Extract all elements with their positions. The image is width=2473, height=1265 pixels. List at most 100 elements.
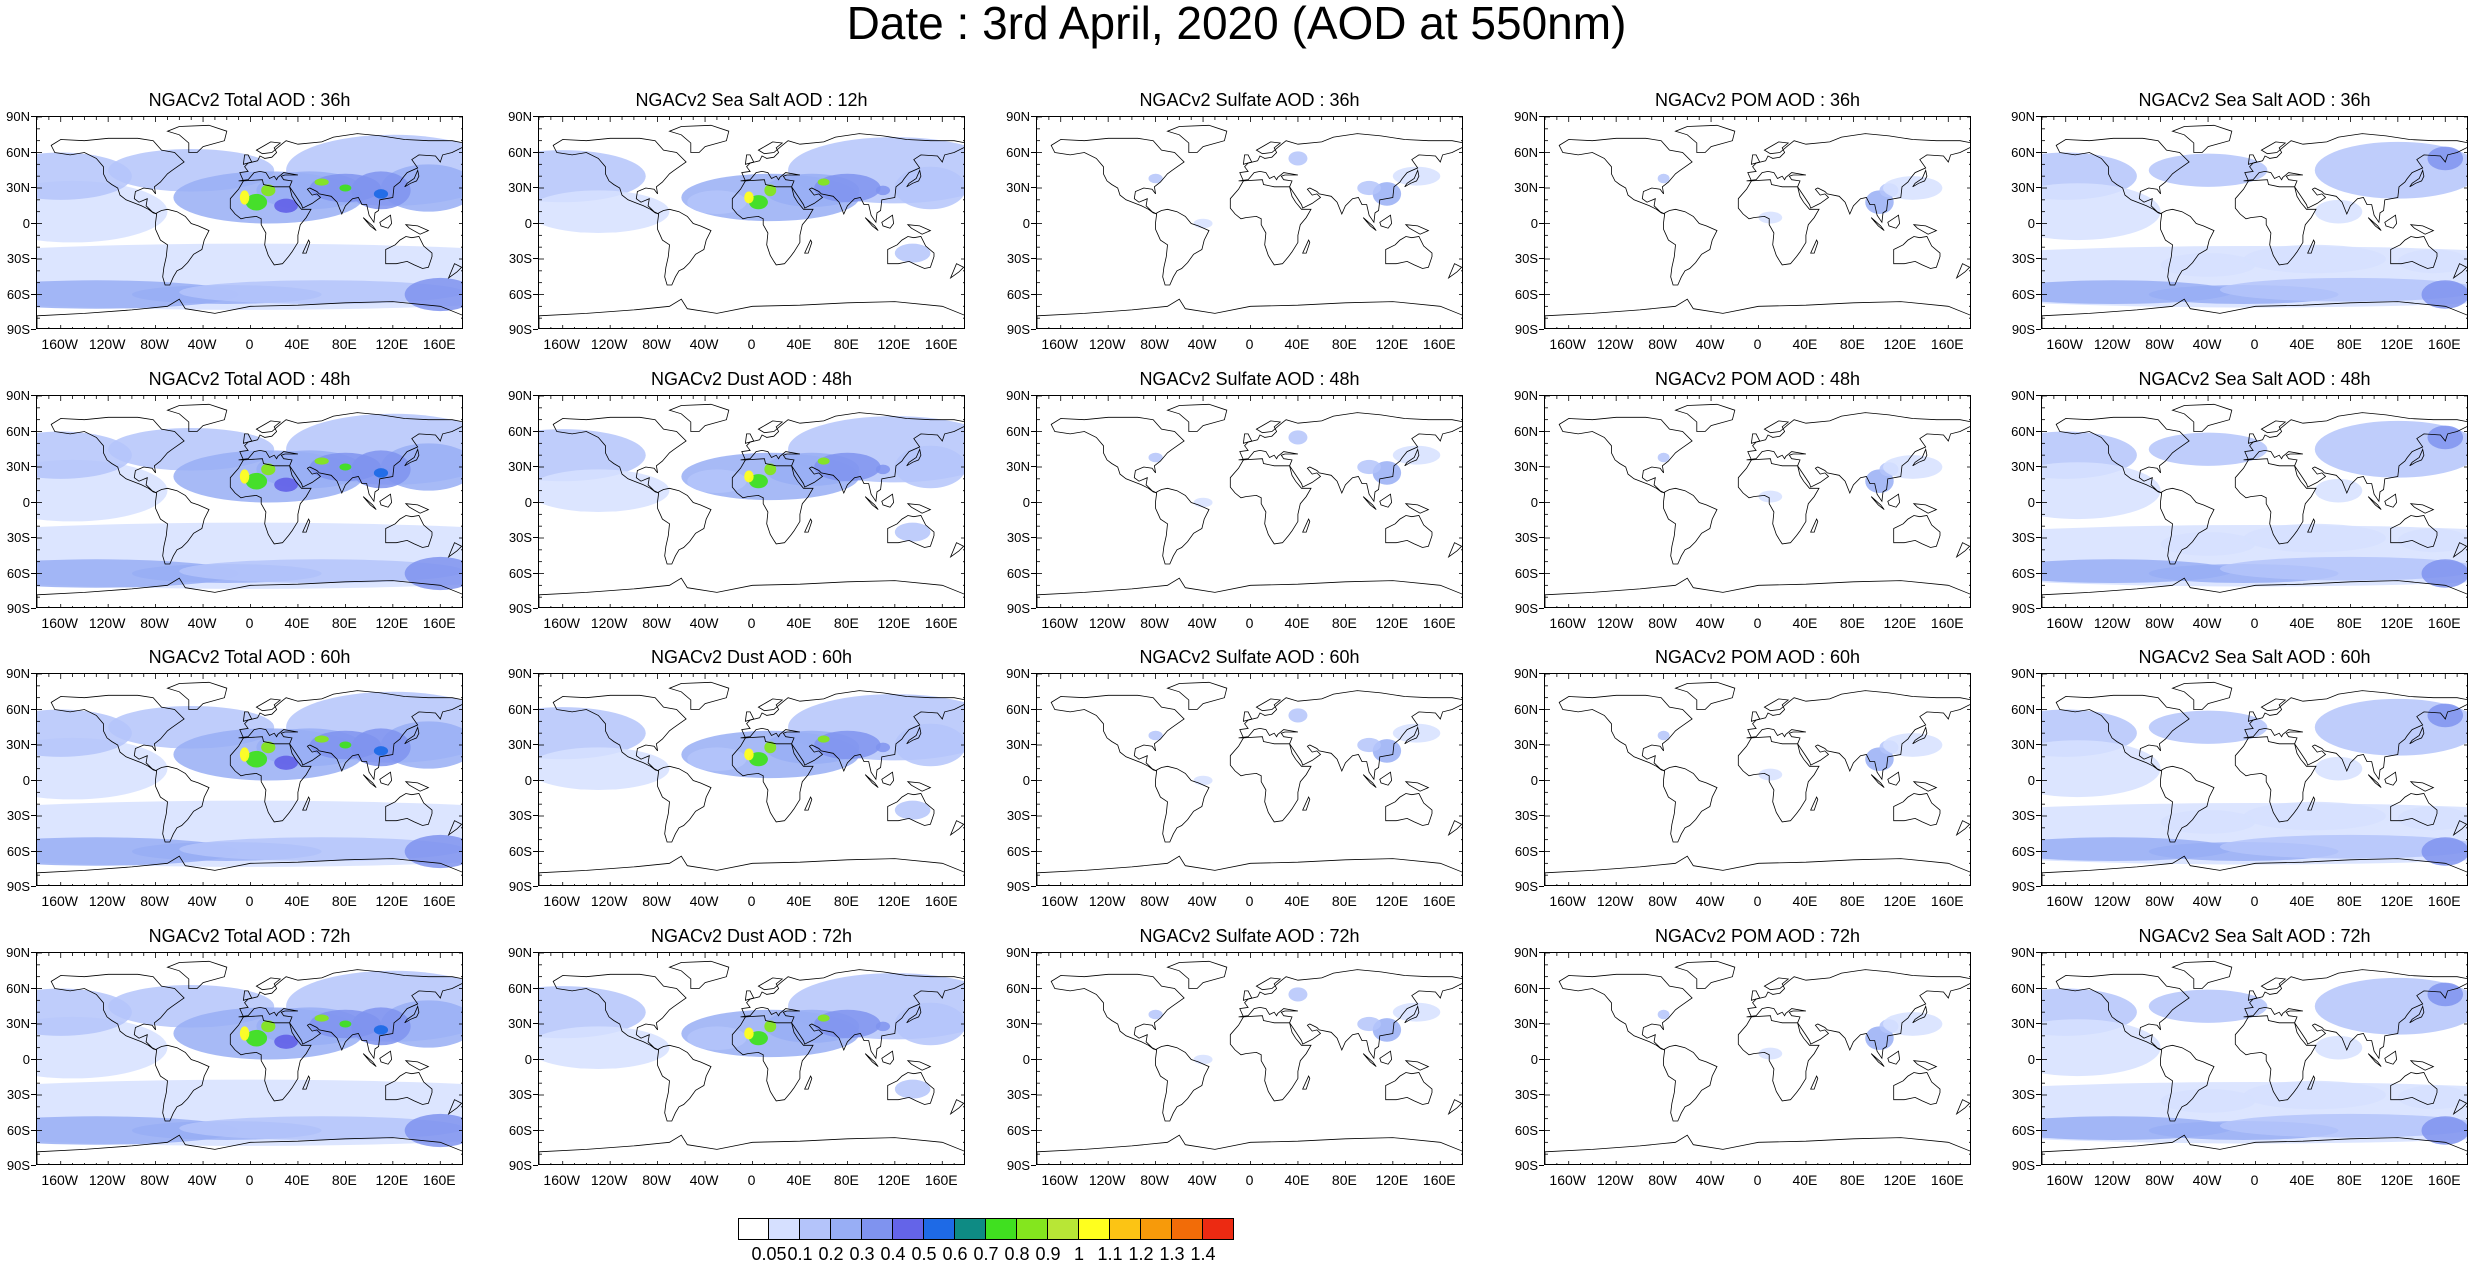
- aod-contour: [539, 1026, 670, 1069]
- coastline: [1955, 542, 1970, 559]
- longitude-label: 40W: [187, 1172, 217, 1188]
- aod-contour: [875, 742, 891, 753]
- latitude-label: 0: [22, 215, 30, 231]
- panel-title: NGACv2 Dust AOD : 48h: [650, 369, 853, 389]
- aod-contour: [539, 707, 646, 760]
- latitude-tick: [533, 258, 538, 260]
- coastline: [906, 168, 922, 188]
- latitude-tick: [1031, 430, 1036, 432]
- aod-contour: [744, 470, 754, 483]
- latitude-tick: [1031, 779, 1036, 781]
- longitude-label: 160W: [41, 615, 78, 631]
- longitude-label: 160W: [1041, 615, 1078, 631]
- latitude-tick: [31, 673, 36, 675]
- aod-map: [1036, 116, 1463, 329]
- coastline: [2307, 1075, 2316, 1090]
- aod-contour: [894, 1002, 964, 1046]
- coastline: [1893, 236, 1941, 269]
- longitude-label: 160W: [41, 336, 78, 352]
- longitude-label: 40W: [1695, 615, 1725, 631]
- longitude-label: 160E: [422, 615, 456, 631]
- latitude-tick: [1539, 293, 1544, 295]
- longitude-label: 160E: [1422, 615, 1456, 631]
- coastline: [906, 1060, 932, 1071]
- longitude-label: 160W: [543, 615, 580, 631]
- colorbar-swatch: [1079, 1218, 1110, 1240]
- coastline: [229, 458, 312, 545]
- latitude-label: 90N: [508, 666, 532, 681]
- coastline: [1447, 1099, 1462, 1116]
- aod-contour: [894, 723, 964, 767]
- panel-title: NGACv2 Sea Salt AOD : 60h: [2138, 647, 2371, 667]
- latitude-label: 30N: [1006, 1016, 1030, 1031]
- longitude-label: 80W: [1648, 615, 1677, 631]
- aod-contour: [1288, 151, 1308, 166]
- coastline: [539, 1134, 964, 1164]
- latitude-label: 30N: [6, 737, 30, 752]
- latitude-label: 60N: [1514, 144, 1538, 160]
- latitude-tick: [1031, 1165, 1036, 1167]
- aod-contour: [2397, 528, 2467, 553]
- aod-contour: [2219, 556, 2467, 581]
- latitude-tick: [533, 708, 538, 710]
- coastline: [1810, 1075, 1819, 1090]
- longitude-label: 40E: [2289, 1172, 2315, 1188]
- latitude-label: 90N: [6, 945, 30, 960]
- latitude-label: 60S: [1006, 843, 1030, 859]
- longitude-label: 120W: [1596, 893, 1634, 909]
- latitude-label: 30N: [1514, 1016, 1538, 1031]
- latitude-tick: [31, 1129, 36, 1131]
- aod-contour: [1288, 987, 1308, 1002]
- longitude-label: 80E: [1331, 1172, 1357, 1188]
- longitude-label: 40E: [1792, 1172, 1818, 1188]
- latitude-label: 60N: [1006, 423, 1030, 439]
- latitude-tick: [1031, 608, 1036, 610]
- latitude-tick: [2036, 1165, 2041, 1167]
- longitude-label: 120E: [1883, 615, 1917, 631]
- aod-map: [538, 116, 965, 329]
- panel-title: NGACv2 Sulfate AOD : 72h: [1139, 926, 1360, 946]
- latitude-tick: [533, 850, 538, 852]
- latitude-label: 30N: [6, 180, 30, 195]
- coastline: [1379, 771, 1393, 786]
- latitude-label: 30N: [508, 459, 532, 474]
- longitude-label: 160W: [1041, 1172, 1078, 1188]
- aod-contour: [748, 195, 768, 210]
- coastline: [2409, 168, 2425, 188]
- coastline: [2055, 137, 2190, 215]
- colorbar-tick-label: 0.7: [973, 1244, 999, 1264]
- colorbar-tick-label: 1.2: [1128, 1244, 1154, 1264]
- colorbar-swatch: [738, 1218, 769, 1240]
- latitude-tick: [1539, 673, 1544, 675]
- latitude-tick: [31, 744, 36, 746]
- longitude-label: 120E: [375, 615, 409, 631]
- latitude-label: 60N: [6, 701, 30, 717]
- latitude-label: 90S: [1514, 601, 1538, 616]
- latitude-tick: [1031, 293, 1036, 295]
- aod-map: [36, 673, 463, 886]
- aod-contour: [894, 166, 964, 210]
- aod-contour: [1758, 490, 1783, 503]
- latitude-tick: [2036, 329, 2041, 331]
- map-panel: NGACv2 Total AOD : 36h 90N 60N 30N 0 30S 60S 90…: [0, 90, 470, 351]
- latitude-tick: [1031, 886, 1036, 888]
- aod-contour: [539, 747, 670, 790]
- latitude-label: 90N: [6, 388, 30, 403]
- latitude-tick: [1539, 222, 1544, 224]
- aod-contour: [2421, 1116, 2467, 1145]
- coastline: [2390, 236, 2438, 269]
- longitude-label: 0: [2250, 893, 2259, 909]
- colorbar-tick-label: 1: [1073, 1244, 1084, 1264]
- latitude-tick: [31, 222, 36, 224]
- coastline: [404, 447, 420, 467]
- coastline: [302, 1075, 311, 1090]
- aod-map: [2041, 673, 2468, 886]
- figure-title: Date : 3rd April, 2020 (AOD at 550nm): [846, 0, 1627, 49]
- longitude-label: 80W: [1648, 336, 1677, 352]
- coastline: [906, 224, 932, 235]
- coastline: [2409, 781, 2435, 792]
- longitude-label: 120W: [2093, 336, 2131, 352]
- panel-title: NGACv2 Total AOD : 60h: [148, 647, 351, 667]
- latitude-tick: [2036, 886, 2041, 888]
- coastline: [1302, 239, 1311, 254]
